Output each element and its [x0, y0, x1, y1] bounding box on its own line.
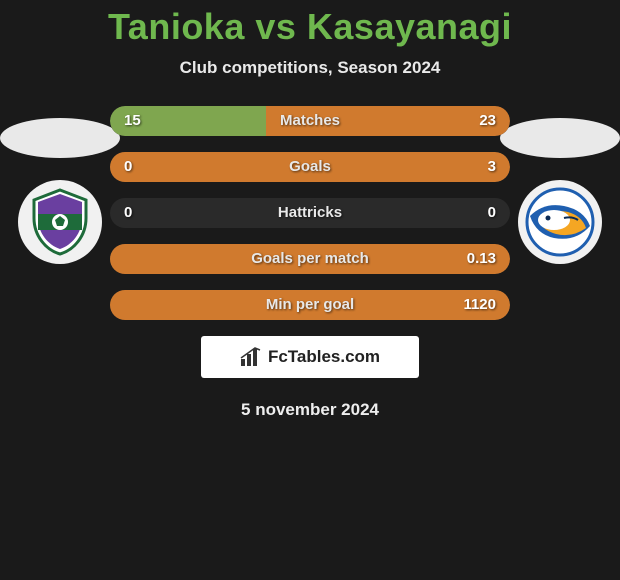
stat-label: Min per goal: [110, 290, 510, 320]
club-badge-left: [18, 180, 102, 264]
subtitle: Club competitions, Season 2024: [0, 58, 620, 78]
stat-row: Min per goal1120: [110, 290, 510, 320]
fctables-logo: FcTables.com: [201, 336, 419, 378]
page-title: Tanioka vs Kasayanagi: [0, 6, 620, 48]
comparison-card: Tanioka vs Kasayanagi Club competitions,…: [0, 0, 620, 580]
stat-label: Hattricks: [110, 198, 510, 228]
stat-label: Goals: [110, 152, 510, 182]
stat-row: 0Goals3: [110, 152, 510, 182]
side-col-left: [0, 118, 120, 264]
stat-label: Goals per match: [110, 244, 510, 274]
stat-row: 15Matches23: [110, 106, 510, 136]
stat-row: 0Hattricks0: [110, 198, 510, 228]
player-photo-placeholder-left: [0, 118, 120, 158]
bar-chart-icon: [240, 347, 262, 367]
stat-label: Matches: [110, 106, 510, 136]
stats-block: 15Matches230Goals30Hattricks0Goals per m…: [110, 106, 510, 320]
player-photo-placeholder-right: [500, 118, 620, 158]
stat-row: Goals per match0.13: [110, 244, 510, 274]
club-badge-right-icon: [524, 186, 596, 258]
club-badge-right: [518, 180, 602, 264]
stat-value-right: 1120: [463, 290, 496, 320]
stat-value-right: 0.13: [467, 244, 496, 274]
stat-value-right: 3: [488, 152, 496, 182]
side-col-right: [500, 118, 620, 264]
stat-value-right: 23: [479, 106, 496, 136]
club-badge-left-icon: [24, 186, 96, 258]
stat-value-right: 0: [488, 198, 496, 228]
footer-date: 5 november 2024: [0, 400, 620, 420]
fctables-logo-text: FcTables.com: [268, 347, 380, 367]
